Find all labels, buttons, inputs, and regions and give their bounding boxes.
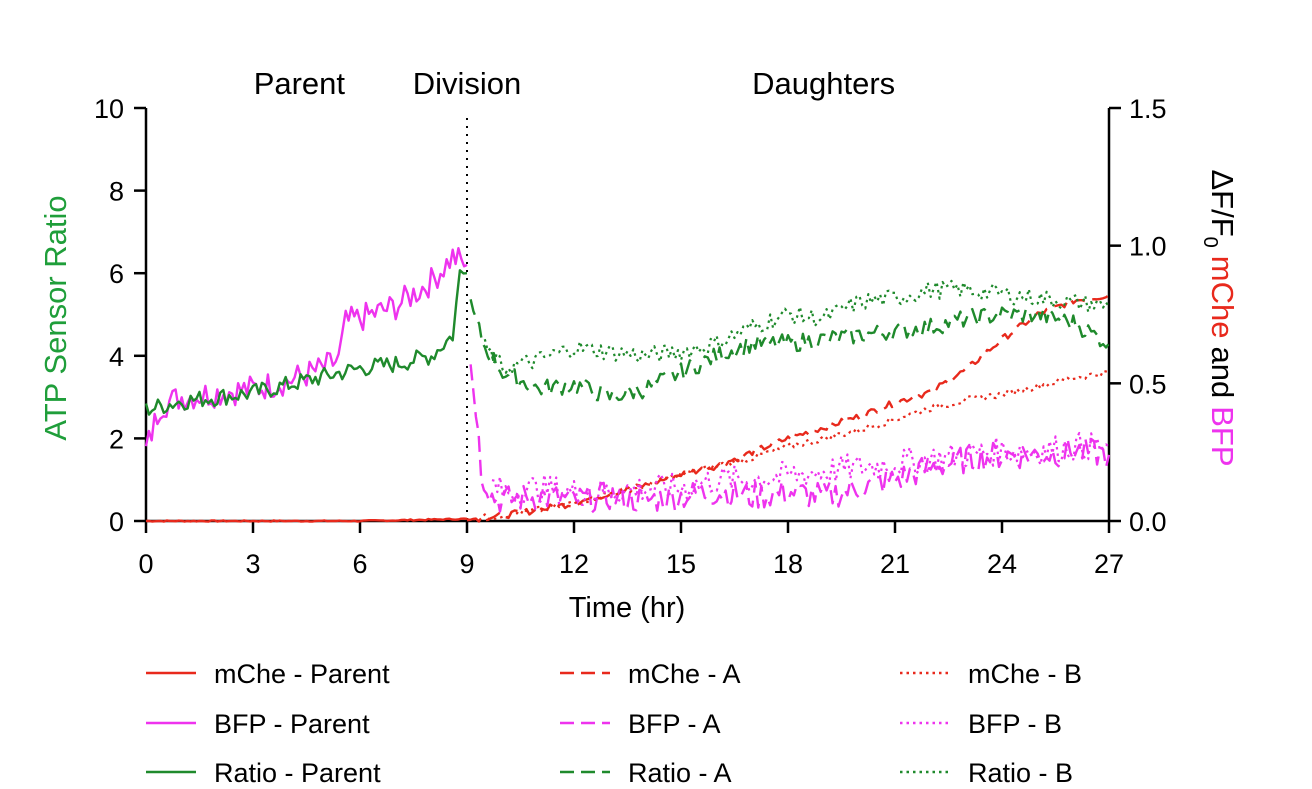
x-tick-label: 12 [559, 549, 589, 579]
right-label-and: and [1205, 347, 1240, 399]
labels-group: Time (hr) ATP Sensor Ratio ΔF/F0mCheandB… [38, 169, 1240, 624]
series-line-mche-a [466, 294, 1110, 523]
legend-label: BFP - B [968, 709, 1062, 739]
left-y-tick-label: 6 [109, 259, 124, 289]
axes-group: 0 3 6 9 12 15 18 21 24 2702468100.00.51.01.5Paren… [94, 66, 1167, 579]
series-group [144, 247, 1111, 523]
series-line-bfp-parent [144, 247, 468, 447]
x-tick-label: 27 [1094, 549, 1124, 579]
right-y-tick-label: 0.0 [1129, 507, 1167, 537]
legend-label: mChe - Parent [214, 659, 390, 689]
series-line-mche-parent [145, 517, 468, 523]
right-label-bfp: BFP [1205, 406, 1240, 466]
right-y-tick-label: 0.5 [1129, 369, 1167, 399]
right-label-prefix: ΔF/F [1205, 169, 1240, 236]
left-y-tick-label: 0 [109, 507, 124, 537]
legend-label: Ratio - B [968, 758, 1073, 788]
left-y-tick-label: 4 [109, 342, 124, 372]
left-y-tick-label: 2 [109, 424, 124, 454]
left-y-tick-label: 8 [109, 177, 124, 207]
left-y-axis-label: ATP Sensor Ratio [38, 195, 73, 440]
x-tick-label: 21 [880, 549, 910, 579]
legend-label: mChe - B [968, 659, 1082, 689]
legend-label: Ratio - A [628, 758, 732, 788]
right-y-tick-label: 1.5 [1129, 94, 1167, 124]
phase-label: Parent [254, 66, 346, 101]
right-y-axis-label: ΔF/F0 mChe and BFP [1199, 169, 1240, 466]
x-tick-label: 0 [138, 549, 153, 579]
legend-label: BFP - A [628, 709, 721, 739]
series-line-bfp-b [491, 431, 1110, 506]
right-label-mche: mChe [1205, 256, 1240, 339]
legend: mChe - Parent mChe - A mChe - B BFP - Paren… [146, 659, 1082, 788]
x-tick-label: 18 [773, 549, 803, 579]
legend-label: BFP - Parent [214, 709, 370, 739]
x-tick-label: 3 [245, 549, 260, 579]
x-axis-label: Time (hr) [569, 592, 686, 624]
series-line-bfp-a [469, 364, 1111, 514]
legend-label: Ratio - Parent [214, 758, 381, 788]
phase-label: Division [413, 66, 522, 101]
legend-label: mChe - A [628, 659, 741, 689]
x-tick-label: 15 [666, 549, 696, 579]
x-tick-label: 24 [987, 549, 1017, 579]
right-y-tick-label: 1.0 [1129, 232, 1167, 262]
series-line-ratio-b [483, 279, 1110, 375]
x-tick-label: 9 [459, 549, 474, 579]
phase-label: Daughters [752, 66, 895, 101]
series-line-ratio-a [469, 299, 1110, 402]
series-line-ratio-parent [144, 269, 468, 416]
x-tick-label: 6 [352, 549, 367, 579]
left-y-tick-label: 10 [94, 94, 124, 124]
right-label-subscript: 0 [1199, 237, 1221, 248]
